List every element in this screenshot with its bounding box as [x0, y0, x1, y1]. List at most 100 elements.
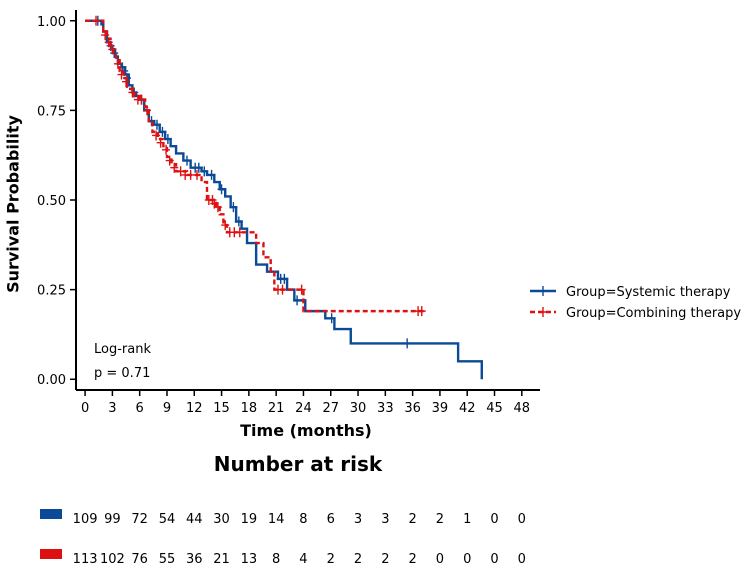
- censor-mark: [152, 119, 161, 130]
- censor-mark: [152, 130, 161, 141]
- risk-value: 44: [186, 512, 203, 527]
- risk-value: 55: [159, 552, 176, 565]
- censor-mark: [217, 184, 226, 195]
- risk-table-title: Number at risk: [214, 452, 383, 476]
- censor-mark: [182, 155, 191, 166]
- censor-mark: [158, 126, 167, 137]
- y-tick-label: 0.00: [37, 373, 66, 388]
- censor-mark: [221, 220, 230, 231]
- x-tick-label: 21: [268, 401, 285, 416]
- legend-censor-icon: [539, 307, 547, 317]
- risk-value: 72: [131, 512, 148, 527]
- risk-row-swatch: [40, 549, 62, 559]
- series: [85, 15, 483, 380]
- survival-curve-systemic: [85, 19, 483, 380]
- risk-value: 19: [241, 512, 258, 527]
- risk-value: 2: [327, 552, 335, 565]
- censor-mark: [117, 69, 126, 80]
- censor-mark: [142, 105, 151, 116]
- x-tick-label: 15: [213, 401, 230, 416]
- y-tick-label: 1.00: [37, 15, 66, 30]
- risk-value: 2: [408, 552, 416, 565]
- axes: [75, 10, 540, 391]
- risk-value: 13: [241, 552, 258, 565]
- censor-mark: [229, 202, 238, 213]
- y-tick-label: 0.25: [37, 284, 66, 299]
- risk-value: 0: [490, 552, 498, 565]
- censor-mark: [156, 137, 165, 148]
- censor-mark: [92, 15, 101, 26]
- risk-value: 0: [490, 512, 498, 527]
- x-axis-title: Time (months): [240, 421, 372, 440]
- x-tick-label: 48: [514, 401, 531, 416]
- x-tick-label: 27: [322, 401, 339, 416]
- risk-value: 76: [131, 552, 148, 565]
- x-tick-label: 9: [163, 401, 171, 416]
- censor-mark: [278, 284, 287, 295]
- risk-value: 2: [354, 552, 362, 565]
- logrank-label: Log-rank: [94, 342, 151, 357]
- x-tick-label: 0: [81, 401, 89, 416]
- censor-mark: [163, 134, 172, 145]
- y-tick-label: 0.50: [37, 194, 66, 209]
- censor-mark: [101, 30, 110, 41]
- censor-mark: [207, 169, 216, 180]
- risk-value: 99: [104, 512, 121, 527]
- x-tick-label: 42: [459, 401, 476, 416]
- censor-mark: [280, 273, 289, 284]
- censor-mark: [128, 87, 137, 98]
- risk-value: 0: [436, 552, 444, 565]
- x-tick-label: 18: [241, 401, 258, 416]
- censor-mark: [234, 216, 243, 227]
- censor-mark: [417, 306, 426, 317]
- risk-value: 6: [327, 512, 335, 527]
- risk-value: 8: [299, 512, 307, 527]
- risk-value: 4: [299, 552, 307, 565]
- x-tick-label: 39: [432, 401, 449, 416]
- p-value-label: p = 0.71: [94, 366, 150, 381]
- y-ticks: 0.00 0.25 0.50 0.75 1.00: [37, 15, 76, 388]
- censor-mark: [213, 202, 222, 213]
- risk-value: 8: [272, 552, 280, 565]
- risk-value: 0: [463, 552, 471, 565]
- censor-mark: [113, 58, 122, 69]
- censor-mark: [104, 37, 113, 48]
- censor-mark: [193, 169, 202, 180]
- x-tick-label: 33: [377, 401, 394, 416]
- x-ticks: 0 3 6 9 12 15 18 21 24 27 30 33 36 39 42 45 48: [81, 390, 530, 416]
- risk-value: 2: [381, 552, 389, 565]
- censor-mark: [297, 284, 306, 295]
- x-tick-label: 45: [486, 401, 503, 416]
- censor-mark: [403, 338, 412, 349]
- risk-value: 3: [354, 512, 362, 527]
- risk-value: 0: [518, 552, 526, 565]
- legend: Group=Systemic therapy Group=Combining th…: [530, 285, 741, 321]
- x-tick-label: 36: [404, 401, 421, 416]
- risk-value: 109: [73, 512, 98, 527]
- censor-mark: [162, 144, 171, 155]
- x-tick-label: 3: [108, 401, 116, 416]
- risk-value: 54: [159, 512, 176, 527]
- censor-mark: [200, 166, 209, 177]
- censor-mark: [327, 313, 336, 324]
- censor-mark: [165, 155, 174, 166]
- risk-value: 1: [463, 512, 471, 527]
- censor-mark: [170, 162, 179, 173]
- x-tick-label: 24: [295, 401, 312, 416]
- risk-value: 2: [408, 512, 416, 527]
- x-tick-label: 6: [136, 401, 144, 416]
- risk-value: 14: [268, 512, 285, 527]
- y-axis-title: Survival Probability: [4, 115, 23, 293]
- censor-mark: [108, 44, 117, 55]
- risk-value: 2: [436, 512, 444, 527]
- risk-row-swatch: [40, 509, 62, 519]
- y-tick-label: 0.75: [37, 104, 66, 119]
- risk-value: 0: [518, 512, 526, 527]
- risk-value: 36: [186, 552, 203, 565]
- x-tick-label: 30: [350, 401, 367, 416]
- legend-censor-icon: [539, 286, 547, 296]
- risk-value: 21: [213, 552, 230, 565]
- risk-value: 113: [73, 552, 98, 565]
